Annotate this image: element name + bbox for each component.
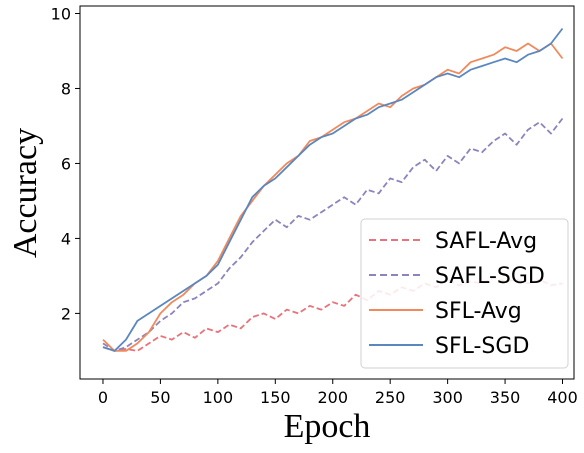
legend-label-1: SAFL-Avg [435, 229, 537, 254]
x-tick-label: 200 [317, 388, 348, 407]
legend-label-3: SFL-Avg [435, 299, 522, 324]
y-tick-label: 6 [61, 154, 71, 173]
y-tick-label: 8 [61, 79, 71, 98]
x-tick-label: 50 [150, 388, 170, 407]
x-tick-label: 250 [375, 388, 406, 407]
legend-box [360, 218, 569, 369]
x-tick-label: 400 [547, 388, 578, 407]
y-tick-label: 4 [61, 229, 71, 248]
y-tick-label: 10 [51, 4, 71, 23]
x-tick-label: 300 [432, 388, 463, 407]
legend: SAFL-Avg SAFL-SGD SFL-Avg SFL-SGD [360, 218, 569, 369]
legend-items: SAFL-Avg SAFL-SGD SFL-Avg SFL-SGD [369, 229, 545, 359]
series-line-3 [102, 42, 564, 352]
y-tick-label: 2 [61, 304, 71, 323]
series-line-4 [102, 27, 564, 352]
x-tick-label: 100 [203, 388, 234, 407]
y-axis-label: Accuracy [7, 128, 44, 258]
series-line-2 [102, 117, 564, 352]
x-tick-label: 350 [490, 388, 521, 407]
legend-label-4: SFL-SGD [435, 334, 529, 359]
x-axis-label: Epoch [284, 408, 371, 445]
x-tick-label: 150 [260, 388, 291, 407]
legend-label-2: SAFL-SGD [435, 264, 545, 289]
plot-frame [79, 5, 575, 380]
x-tick-label: 0 [98, 388, 108, 407]
ticks-layer: 0 50 100 150 200 250 300 350 400 2 4 6 8 10 [51, 4, 578, 407]
